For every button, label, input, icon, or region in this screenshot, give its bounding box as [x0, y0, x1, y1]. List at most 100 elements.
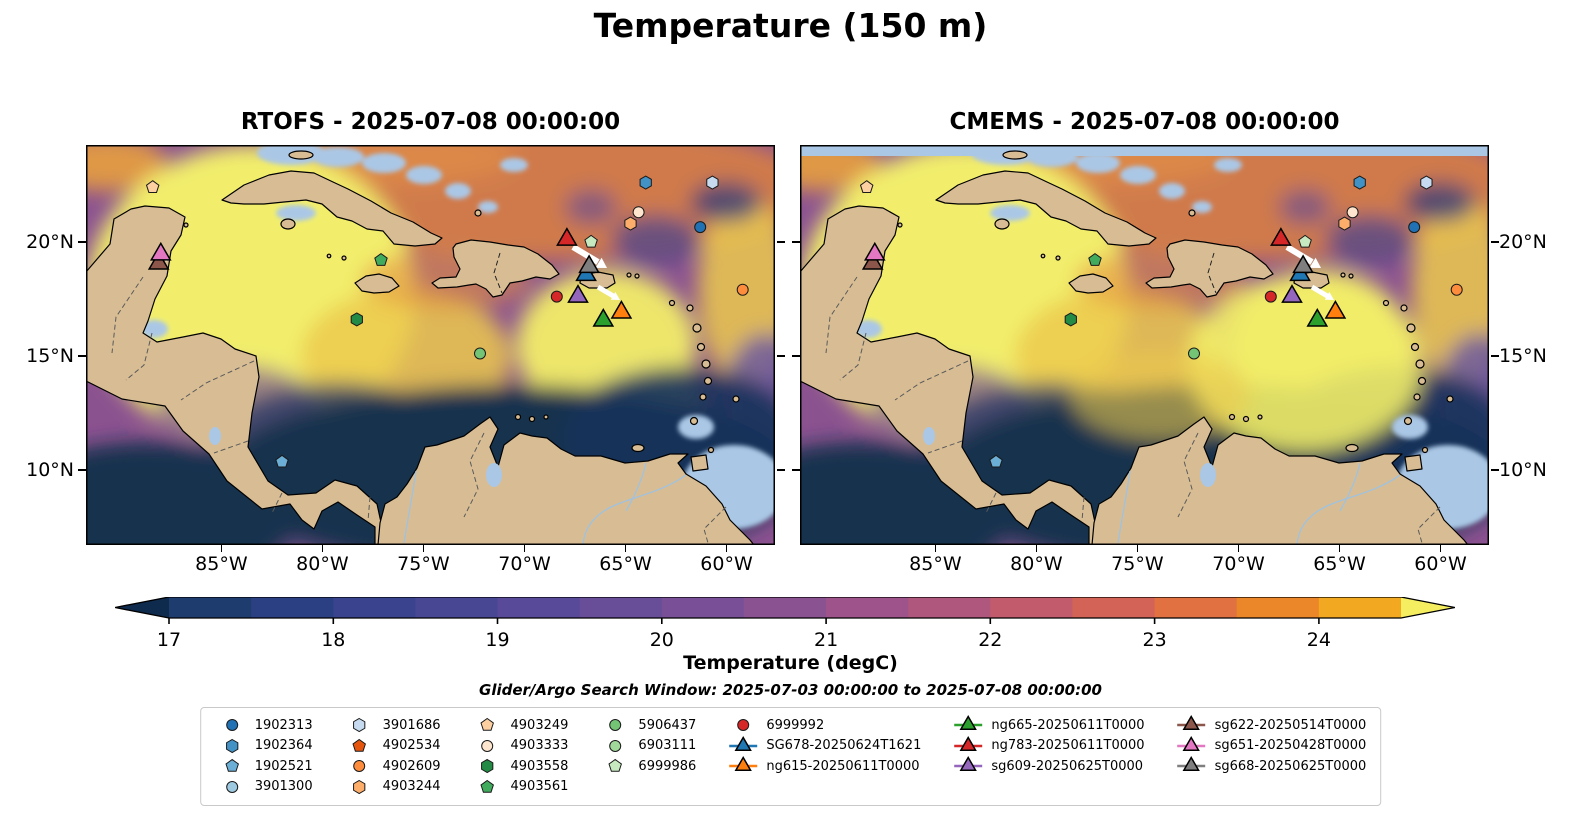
rivers	[1117, 462, 1401, 545]
lakes	[209, 427, 502, 487]
country-borders	[825, 252, 1441, 544]
x-tick-mark	[220, 544, 223, 552]
map-marker-6999986	[584, 234, 598, 248]
triangle-marker-icon	[1177, 756, 1206, 772]
country-borders	[111, 252, 727, 544]
legend-item: 4903558	[471, 756, 568, 777]
map-marker-4903561	[374, 252, 388, 266]
hexagon-marker-icon	[225, 738, 238, 753]
map-cmems	[800, 145, 1489, 545]
map-marker-6999992	[1264, 290, 1277, 303]
x-tick-label: 80°W	[296, 553, 349, 575]
x-tick-label: 75°W	[1111, 553, 1164, 575]
legend-column: 5906437 6903111 6999986	[598, 715, 696, 777]
map-marker-3901686	[706, 175, 719, 190]
triangle-marker-icon	[729, 756, 758, 772]
pentagon-marker-icon	[224, 759, 239, 773]
y-tick-label: 15°N	[1499, 344, 1547, 367]
x-tick-label: 70°W	[1212, 553, 1265, 575]
legend-item: 4903244	[343, 777, 441, 798]
colorbar	[115, 597, 1455, 624]
map-marker-4903249	[145, 180, 160, 193]
legend-label: 6903111	[638, 738, 697, 754]
no-data-strip	[800, 145, 1489, 156]
hexagon-marker-icon	[353, 779, 366, 794]
trinidad	[1404, 454, 1423, 472]
legend-label: 4903244	[382, 779, 441, 795]
map-marker-4903333	[632, 206, 645, 219]
legend-label: 1902313	[254, 717, 313, 733]
map-panel-rtofs: RTOFS - 2025-07-08 00:00:00 85°W 80°W 75°W…	[26, 109, 785, 575]
map-marker-ng615-20250611T0000	[1324, 300, 1347, 319]
circle-marker-icon	[609, 719, 622, 732]
x-tick-mark	[321, 544, 324, 552]
legend-label: 5906437	[638, 717, 697, 733]
map-marker-4903558	[1064, 312, 1077, 327]
legend-label: 4903249	[510, 717, 569, 733]
platform-markers	[859, 175, 1463, 468]
legend-item: 3901300	[215, 777, 313, 798]
legend-item: 1902313	[215, 715, 313, 736]
triangle-marker-icon	[1177, 735, 1206, 751]
pentagon-marker-icon	[480, 718, 495, 732]
colorbar-extend-left	[115, 597, 169, 618]
colorbar-tick-label: 20	[649, 629, 674, 651]
x-tick-mark	[725, 544, 728, 552]
y-tick-mark	[1490, 469, 1499, 471]
legend-item: 1902364	[215, 736, 313, 757]
legend-column: sg622-20250514T0000 sg651-20250428T0000 sg…	[1175, 715, 1366, 777]
map-marker-4903558	[350, 312, 363, 327]
jamaica	[354, 273, 400, 294]
colorbar-tick-label: 24	[1306, 629, 1331, 651]
legend-item: SG678-20250624T1621	[726, 735, 922, 757]
legend-item: 6999986	[598, 756, 696, 777]
search-window-caption: Glider/Argo Search Window: 2025-07-03 00…	[479, 681, 1102, 699]
x-tick-label: 70°W	[498, 553, 551, 575]
central-america	[800, 205, 1098, 545]
circle-marker-icon	[609, 739, 622, 752]
legend-item: 4902609	[343, 756, 441, 777]
legend-item: 1902521	[215, 756, 313, 777]
legend-item: ng783-20250611T0000	[951, 735, 1145, 757]
map-marker-sg668-20250625T0000	[1292, 254, 1314, 274]
legend-label: ng783-20250611T0000	[991, 738, 1145, 754]
x-tick-mark	[422, 544, 425, 552]
south-america	[377, 416, 755, 545]
legend-item: 4903333	[471, 736, 568, 757]
legend-label: 3901300	[254, 779, 313, 795]
legend-label: ng615-20250611T0000	[766, 758, 920, 774]
x-tick-mark	[624, 544, 627, 552]
circle-marker-icon	[225, 719, 238, 732]
legend-item: ng615-20250611T0000	[726, 756, 921, 777]
y-tick-label: 15°N	[26, 344, 74, 367]
pentagon-marker-icon	[480, 779, 495, 793]
cuba	[935, 170, 1157, 247]
circle-marker-icon	[353, 760, 366, 773]
legend-column: 4903249 4903333 4903558 4903561	[471, 715, 569, 798]
map-marker-4903244	[1338, 216, 1351, 231]
map-marker-4903561	[1088, 252, 1102, 266]
legend-item: 4903561	[471, 777, 568, 798]
legend-label: SG678-20250624T1621	[766, 738, 922, 754]
jamaica	[1068, 273, 1114, 294]
map-rtofs	[86, 145, 775, 545]
map-marker-sg609-20250625T0000	[567, 284, 589, 303]
map-marker-sg668-20250625T0000	[578, 254, 600, 274]
map-marker-ng783-20250611T0000	[1270, 227, 1292, 246]
y-tick-mark	[776, 469, 785, 471]
map-frame	[800, 145, 1489, 545]
x-tick-label: 65°W	[1313, 553, 1366, 575]
x-tick-label: 85°W	[909, 553, 962, 575]
map-marker-ng615-20250611T0000	[610, 300, 633, 319]
map-marker-1902521	[275, 454, 289, 468]
map-marker-1902313	[694, 221, 707, 234]
y-tick-label: 20°N	[26, 230, 74, 253]
circle-marker-icon	[737, 719, 750, 732]
map-marker-ng665-20250611T0000	[592, 308, 615, 327]
rivers	[403, 462, 687, 545]
map-marker-1902364	[639, 175, 652, 190]
legend-label: 6999986	[638, 758, 697, 774]
panel-title-rtofs: RTOFS - 2025-07-08 00:00:00	[240, 109, 621, 135]
x-tick-mark	[523, 544, 526, 552]
